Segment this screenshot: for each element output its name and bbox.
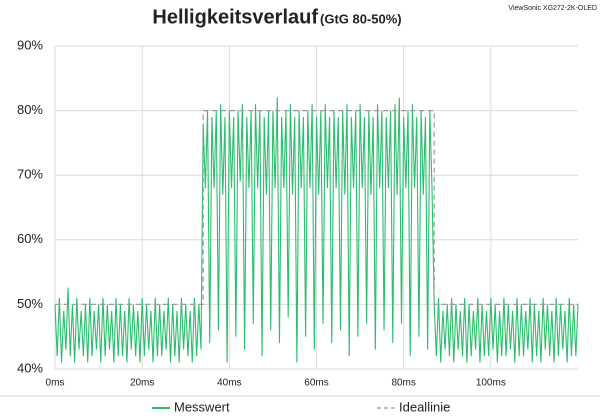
- legend-label: Ideallinie: [399, 399, 450, 414]
- chart-subtitle: (GtG 80-50%): [320, 11, 402, 26]
- y-tick-label: 80%: [17, 102, 43, 117]
- x-tick-label: 20ms: [130, 378, 154, 389]
- x-tick-label: 80ms: [391, 378, 415, 389]
- chart-title: Helligkeitsverlauf: [152, 6, 318, 28]
- y-tick-label: 50%: [17, 296, 43, 311]
- legend-label: Messwert: [174, 399, 230, 414]
- y-tick-label: 40%: [17, 360, 43, 375]
- y-tick-label: 90%: [17, 37, 43, 52]
- y-tick-label: 70%: [17, 167, 43, 182]
- x-tick-label: 0ms: [46, 378, 65, 389]
- series-line: [54, 97, 579, 363]
- source-label: ViewSonic XG272-2K-OLED: [508, 5, 597, 12]
- x-tick-label: 100ms: [476, 378, 506, 389]
- y-tick-label: 60%: [17, 231, 43, 246]
- x-tick-label: 60ms: [304, 378, 328, 389]
- x-tick-label: 40ms: [217, 378, 241, 389]
